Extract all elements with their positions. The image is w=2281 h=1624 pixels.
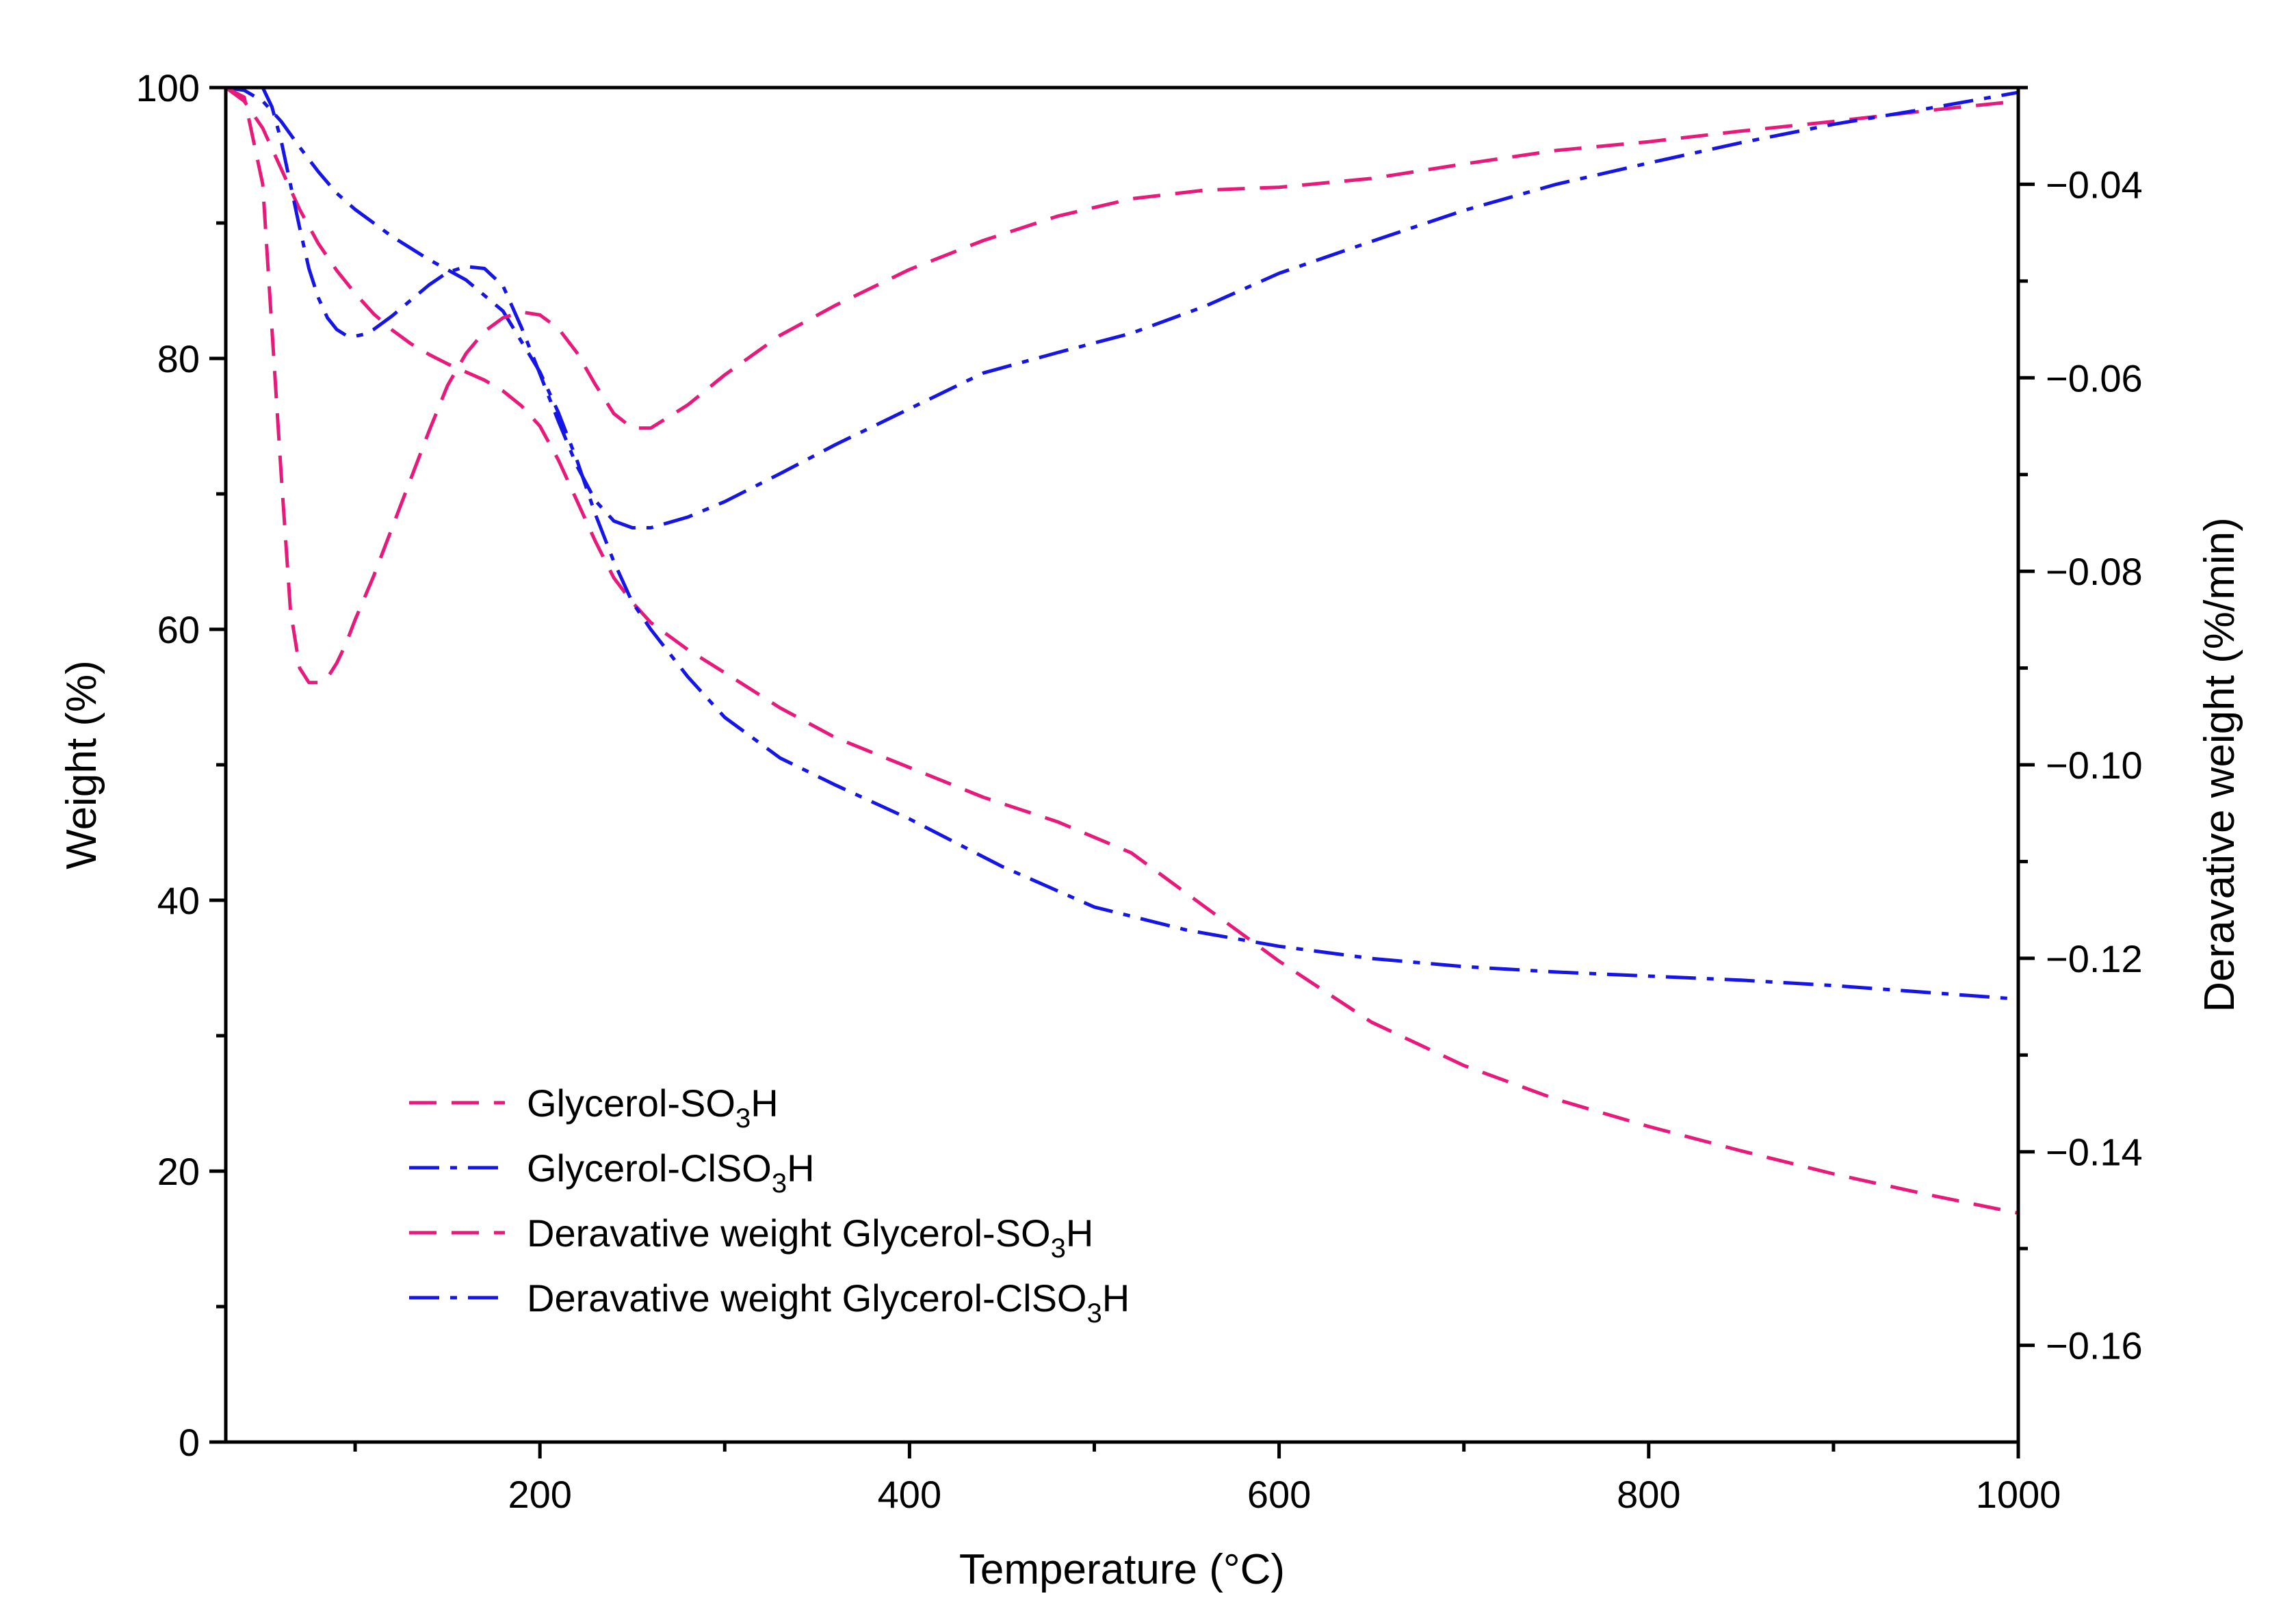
series-line-3 bbox=[224, 86, 2019, 685]
legend-label-tail: H bbox=[1102, 1276, 1130, 1320]
legend-label-subscript: 3 bbox=[1051, 1233, 1066, 1263]
y2-tick-label: −0.06 bbox=[2046, 356, 2143, 400]
y2-tick-label: −0.16 bbox=[2046, 1324, 2143, 1367]
x-tick-label: 600 bbox=[1247, 1473, 1311, 1516]
legend-label-main: Deravative weight Glycerol-SO bbox=[527, 1212, 1051, 1255]
y-tick-label: 40 bbox=[157, 879, 200, 922]
legend-label-2: Glycerol-ClSO3H bbox=[527, 1147, 815, 1199]
y2-axis-title: Deravative weight (%/min) bbox=[2196, 517, 2243, 1012]
y-tick-label: 60 bbox=[157, 608, 200, 651]
series-line-1 bbox=[224, 86, 2019, 1215]
legend-label-4: Deravative weight Glycerol-ClSO3H bbox=[527, 1276, 1130, 1328]
y2-tick-label: −0.12 bbox=[2046, 937, 2143, 980]
y-tick-label: 20 bbox=[157, 1150, 200, 1193]
y-tick-label: 100 bbox=[136, 66, 200, 109]
y-tick-label: 80 bbox=[157, 337, 200, 380]
legend-label-3: Deravative weight Glycerol-SO3H bbox=[527, 1212, 1093, 1263]
x-tick-label: 1000 bbox=[1976, 1473, 2061, 1516]
legend-label-tail: H bbox=[787, 1147, 814, 1190]
series-layer bbox=[224, 86, 2019, 1215]
legend-label-tail: H bbox=[1066, 1212, 1093, 1255]
legend-label-main: Glycerol-ClSO bbox=[527, 1147, 772, 1190]
x-tick-label: 800 bbox=[1617, 1473, 1680, 1516]
legend-label-subscript: 3 bbox=[1086, 1298, 1102, 1328]
legend-label-1: Glycerol-SO3H bbox=[527, 1082, 779, 1134]
y2-tick-label: −0.04 bbox=[2046, 163, 2143, 206]
x-axis-title: Temperature (°C) bbox=[959, 1546, 1285, 1593]
y-axis-title: Weight (%) bbox=[58, 660, 105, 869]
y2-tick-label: −0.08 bbox=[2046, 550, 2143, 593]
x-tick-label: 200 bbox=[508, 1473, 571, 1516]
tick-labels-layer: 200 400 600 800 1000 0 20 40 60 80 100 −0.04 −0.06 −0… bbox=[136, 66, 2143, 1516]
legend-label-tail: H bbox=[751, 1082, 778, 1125]
y2-tick-label: −0.14 bbox=[2046, 1131, 2143, 1174]
legend-label-subscript: 3 bbox=[735, 1103, 751, 1134]
legend-label-subscript: 3 bbox=[772, 1168, 787, 1199]
legend-label-main: Deravative weight Glycerol-ClSO bbox=[527, 1276, 1086, 1320]
x-tick-label: 400 bbox=[878, 1473, 941, 1516]
legend-label-main: Glycerol-SO bbox=[527, 1082, 735, 1125]
y-tick-label: 0 bbox=[179, 1421, 200, 1464]
series-line-4 bbox=[261, 86, 2019, 529]
ticks-layer bbox=[209, 86, 2035, 1458]
y2-tick-label: −0.10 bbox=[2046, 744, 2143, 787]
